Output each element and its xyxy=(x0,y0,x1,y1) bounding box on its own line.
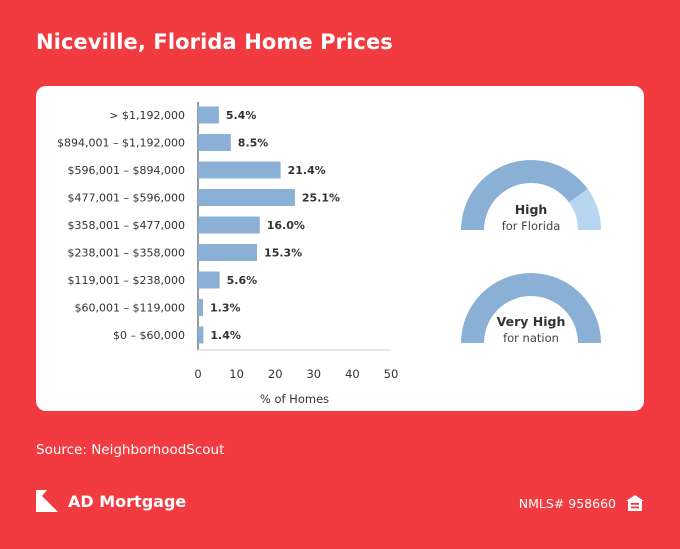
bar xyxy=(198,216,260,234)
bar xyxy=(198,271,220,289)
nmls-number: NMLS# 958660 xyxy=(518,495,616,511)
category-label: > $1,192,000 xyxy=(109,109,185,122)
data-label: 21.4% xyxy=(288,164,326,177)
gauge-fill xyxy=(461,273,601,343)
gauge-1-sublabel: for Florida xyxy=(501,219,561,233)
chart-title: Niceville, Florida Home Prices xyxy=(36,30,393,54)
category-label: $596,001 – $894,000 xyxy=(68,164,185,177)
category-label: $238,001 – $358,000 xyxy=(68,247,185,260)
data-label: 1.3% xyxy=(210,302,241,315)
x-tick-label: 40 xyxy=(345,367,360,381)
category-label: $119,001 – $238,000 xyxy=(68,274,185,287)
nmls-block: NMLS# 958660 xyxy=(519,495,644,511)
bar xyxy=(198,299,204,316)
category-label: $358,001 – $477,000 xyxy=(68,219,185,232)
data-label: 5.6% xyxy=(227,274,258,287)
x-tick-label: 30 xyxy=(306,367,321,381)
data-label: 25.1% xyxy=(302,192,340,205)
brand-name: AD Mortgage xyxy=(68,491,187,511)
x-tick-label: 0 xyxy=(194,367,201,381)
gauge-1-label: High xyxy=(514,202,548,217)
data-label: 8.5% xyxy=(238,137,269,150)
brand-logo: AD Mortgage xyxy=(36,490,186,512)
source-note: Source: NeighborhoodScout xyxy=(36,442,225,458)
gauge-remainder xyxy=(569,188,601,230)
category-label: $0 – $60,000 xyxy=(113,329,185,342)
bar xyxy=(198,189,295,206)
gauge-2-sublabel: for nation xyxy=(503,331,559,345)
bar xyxy=(198,106,219,124)
data-label: 15.3% xyxy=(264,247,302,260)
equal-housing-icon xyxy=(626,495,644,511)
bar xyxy=(198,161,281,179)
bar xyxy=(198,134,231,151)
category-label: $477,001 – $596,000 xyxy=(68,192,185,205)
bar xyxy=(198,326,204,344)
x-tick-label: 20 xyxy=(268,367,283,381)
bar-chart: > $1,192,000 5.4% $894,001 – $1,192,000 8.5… xyxy=(57,102,601,406)
chart-card: > $1,192,000 5.4% $894,001 – $1,192,000 8.5… xyxy=(36,86,644,411)
x-axis-label: % of Homes xyxy=(260,392,329,406)
category-label: $894,001 – $1,192,000 xyxy=(57,137,185,150)
data-label: 16.0% xyxy=(267,219,305,232)
data-label: 1.4% xyxy=(210,329,241,342)
ad-mortgage-logo-icon xyxy=(36,490,58,512)
bar xyxy=(198,244,258,261)
x-tick-label: 10 xyxy=(229,367,244,381)
data-label: 5.4% xyxy=(226,109,257,122)
x-tick-label: 50 xyxy=(384,367,399,381)
category-label: $60,001 – $119,000 xyxy=(75,302,185,315)
gauge-2-label: Very High xyxy=(496,314,566,329)
gauge-fill xyxy=(460,160,588,230)
